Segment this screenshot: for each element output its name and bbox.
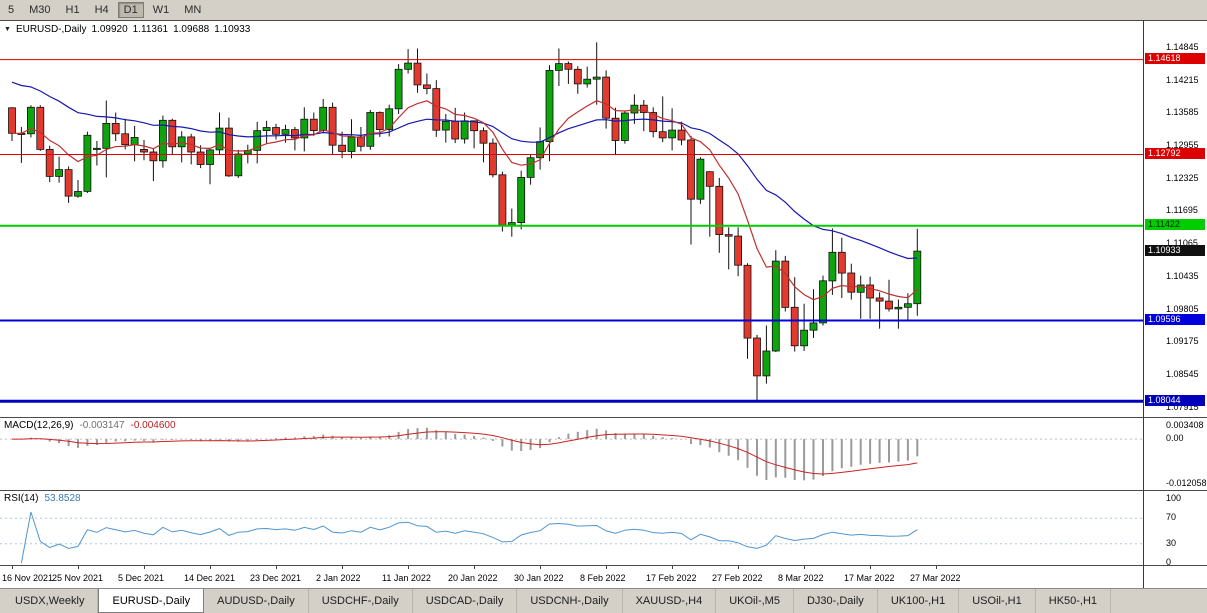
macd-panel[interactable]: MACD(12,26,9) -0.003147 -0.004600 xyxy=(0,417,1207,490)
rsi-chart[interactable] xyxy=(0,491,1143,565)
date-tick xyxy=(540,566,541,569)
timeframe-button-m30[interactable]: M30 xyxy=(29,4,51,16)
chart-tab-eurusd-daily[interactable]: EURUSD-,Daily xyxy=(98,589,205,613)
date-label: 30 Jan 2022 xyxy=(514,573,564,583)
date-label: 27 Feb 2022 xyxy=(712,573,763,583)
timeframe-toolbar: 5 M30 H1 H4 D1 W1 MN xyxy=(0,0,1207,20)
date-tick xyxy=(738,566,739,569)
timeframe-button-h4[interactable]: H4 xyxy=(94,4,109,16)
date-label: 14 Dec 2021 xyxy=(184,573,236,583)
timeframe-button-w1[interactable]: W1 xyxy=(152,4,170,16)
chart-tab-uk100-h1[interactable]: UK100-,H1 xyxy=(878,589,960,613)
date-tick xyxy=(672,566,673,569)
chart-tab-usoil-h1[interactable]: USOil-,H1 xyxy=(959,589,1036,613)
date-tick xyxy=(342,566,343,569)
rsi-label-row: RSI(14) 53.8528 xyxy=(4,493,81,504)
date-tick xyxy=(210,566,211,569)
date-label: 2 Jan 2022 xyxy=(316,573,361,583)
date-tick xyxy=(408,566,409,569)
chart-symbol-period: EURUSD-,Daily xyxy=(15,24,87,35)
date-tick xyxy=(606,566,607,569)
date-label: 20 Jan 2022 xyxy=(448,573,498,583)
timeframe-button-d1[interactable]: D1 xyxy=(117,2,144,18)
chart-tab-xauusd-h4[interactable]: XAUUSD-,H4 xyxy=(623,589,717,613)
date-tick xyxy=(144,566,145,569)
date-label: 8 Feb 2022 xyxy=(580,573,626,583)
date-tick xyxy=(78,566,79,569)
ohlc-high: 1.11361 xyxy=(132,24,169,35)
date-label: 17 Feb 2022 xyxy=(646,573,697,583)
date-tick xyxy=(474,566,475,569)
timeframe-button-mn[interactable]: MN xyxy=(184,4,202,16)
date-label: 8 Mar 2022 xyxy=(778,573,824,583)
date-label: 23 Dec 2021 xyxy=(250,573,302,583)
macd-signal-value: -0.004600 xyxy=(130,420,176,431)
macd-chart[interactable] xyxy=(0,418,1143,490)
chart-tab-usdx-weekly[interactable]: USDX,Weekly xyxy=(2,589,99,613)
macd-main-value: -0.003147 xyxy=(79,420,125,431)
date-label: 25 Nov 2021 xyxy=(52,573,104,583)
ohlc-low: 1.09688 xyxy=(173,24,210,35)
chart-tab-audusd-daily[interactable]: AUDUSD-,Daily xyxy=(204,589,309,613)
date-label: 27 Mar 2022 xyxy=(910,573,961,583)
rsi-value: 53.8528 xyxy=(44,493,81,504)
timeframe-button-h1[interactable]: H1 xyxy=(65,4,80,16)
chart-tab-ukoil-m5[interactable]: UKOil-,M5 xyxy=(716,589,794,613)
date-axis[interactable]: 16 Nov 2021 25 Nov 2021 5 Dec 2021 14 Dec 2… xyxy=(0,565,1207,588)
chart-tab-usdchf-daily[interactable]: USDCHF-,Daily xyxy=(309,589,413,613)
chart-tab-usdcnh-daily[interactable]: USDCNH-,Daily xyxy=(517,589,623,613)
chart-shift-marker-icon: ▼ xyxy=(4,25,11,33)
timeframe-button-5[interactable]: 5 xyxy=(8,4,15,16)
main-chart-panel[interactable]: ▼ EURUSD-,Daily 1.09920 1.11361 1.09688 … xyxy=(0,20,1207,417)
ohlc-open: 1.09920 xyxy=(91,24,128,35)
date-tick xyxy=(804,566,805,569)
chart-title-row: ▼ EURUSD-,Daily 1.09920 1.11361 1.09688 … xyxy=(4,24,250,35)
date-label: 16 Nov 2021 xyxy=(2,573,54,583)
ohlc-close: 1.10933 xyxy=(214,24,251,35)
macd-label: MACD(12,26,9) xyxy=(4,420,74,431)
chart-tab-usdcad-daily[interactable]: USDCAD-,Daily xyxy=(413,589,518,613)
rsi-label: RSI(14) xyxy=(4,493,39,504)
date-tick xyxy=(870,566,871,569)
candlestick-chart[interactable] xyxy=(0,21,1143,417)
chart-tabs: USDX,Weekly EURUSD-,Daily AUDUSD-,Daily USD… xyxy=(0,588,1207,613)
date-tick xyxy=(12,566,13,569)
date-tick xyxy=(276,566,277,569)
date-label: 17 Mar 2022 xyxy=(844,573,895,583)
date-label: 5 Dec 2021 xyxy=(118,573,165,583)
rsi-panel[interactable]: RSI(14) 53.8528 xyxy=(0,490,1207,565)
macd-label-row: MACD(12,26,9) -0.003147 -0.004600 xyxy=(4,420,176,431)
date-tick xyxy=(936,566,937,569)
date-label: 11 Jan 2022 xyxy=(382,573,431,583)
chart-tab-hk50-h1[interactable]: HK50-,H1 xyxy=(1036,589,1112,613)
chart-tab-dj30-daily[interactable]: DJ30-,Daily xyxy=(794,589,878,613)
